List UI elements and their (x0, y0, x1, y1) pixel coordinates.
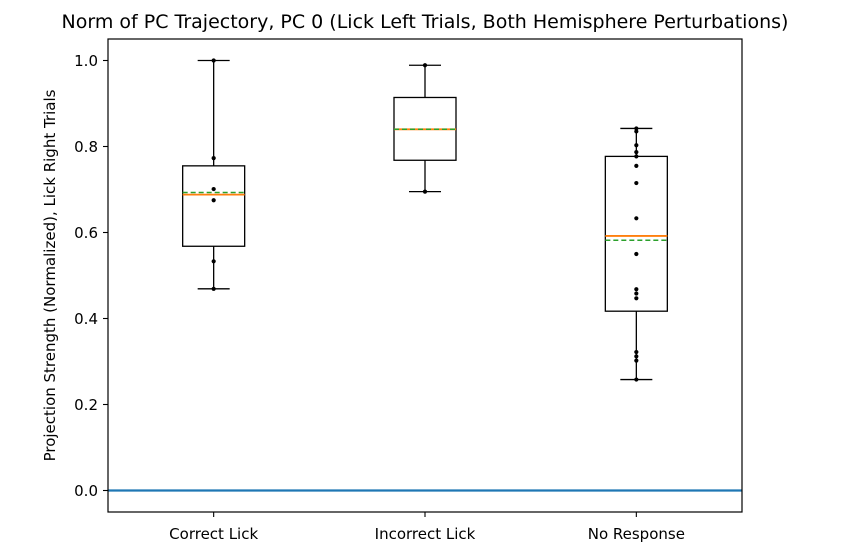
data-point-no-response-0 (634, 377, 639, 382)
data-point-no-response-1 (634, 358, 639, 363)
y-axis-label: Projection Strength (Normalized), Lick R… (41, 89, 59, 461)
y-tick-label: 0.8 (74, 138, 98, 156)
data-point-correct-lick-4 (211, 156, 216, 161)
data-point-no-response-13 (634, 143, 639, 148)
data-point-no-response-5 (634, 291, 639, 296)
data-point-no-response-7 (634, 251, 639, 257)
chart-title: Norm of PC Trajectory, PC 0 (Lick Left T… (62, 11, 789, 33)
data-point-no-response-6 (634, 287, 639, 292)
y-tick-label: 0.2 (74, 396, 98, 414)
data-point-correct-lick-1 (211, 259, 216, 264)
data-point-correct-lick-0 (211, 286, 216, 291)
data-point-correct-lick-2 (211, 198, 216, 203)
data-point-no-response-10 (634, 163, 639, 168)
data-point-correct-lick-5 (211, 58, 216, 63)
data-point-no-response-4 (634, 296, 639, 301)
data-point-incorrect-lick-1 (422, 63, 428, 68)
data-point-incorrect-lick-0 (422, 189, 428, 194)
y-tick-label: 0.4 (74, 310, 98, 328)
box-correct-lick (182, 165, 246, 247)
data-point-no-response-15 (634, 126, 639, 131)
plot-frame (107, 38, 743, 513)
data-point-no-response-9 (634, 180, 639, 186)
y-tick-label: 0.0 (74, 482, 98, 500)
data-point-correct-lick-3 (211, 186, 216, 192)
data-point-no-response-3 (634, 349, 639, 355)
y-tick-label: 0.6 (74, 224, 98, 242)
plot-area: 0.0 0.2 0.4 0.6 0.8 1.0 Correct Lick Incorrect … (74, 38, 743, 543)
data-point-no-response-11 (634, 154, 639, 159)
data-point-no-response-2 (634, 354, 639, 359)
data-point-no-response-8 (634, 216, 639, 221)
data-point-no-response-14 (634, 129, 639, 134)
x-tick-label: Correct Lick (169, 525, 258, 543)
data-point-no-response-12 (634, 149, 639, 155)
x-tick-label: Incorrect Lick (375, 525, 476, 543)
x-tick-label: No Response (588, 525, 685, 543)
y-tick-label: 1.0 (74, 52, 98, 70)
